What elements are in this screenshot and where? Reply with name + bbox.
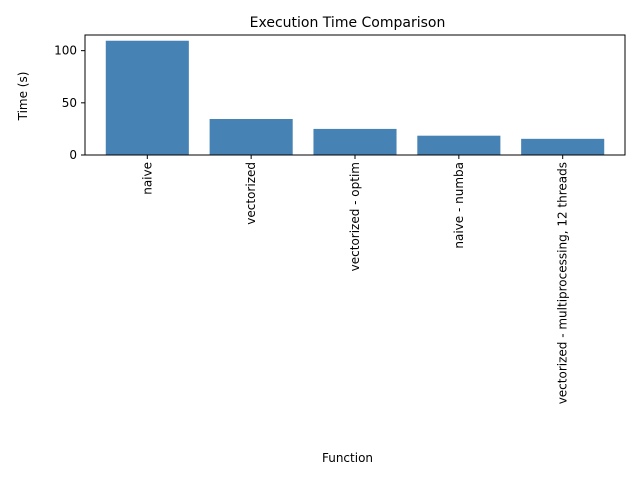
bar-4	[521, 138, 605, 155]
bar-0	[105, 40, 189, 155]
x-axis-ticks: naive vectorized vectorized - optim naive -…	[140, 155, 570, 404]
x-tick-label: vectorized	[244, 162, 258, 225]
y-tick-label: 100	[54, 44, 77, 58]
y-tick-label: 0	[69, 148, 77, 162]
bar-1	[209, 119, 293, 155]
y-tick-label: 50	[62, 96, 77, 110]
y-axis-label: Time (s)	[16, 72, 30, 122]
x-tick-label: naive	[140, 162, 154, 195]
axes-frame	[84, 34, 626, 156]
x-tick-label: naive - numba	[452, 162, 466, 249]
bar-3	[417, 135, 501, 155]
bar-2	[313, 128, 397, 155]
bars-layer	[105, 40, 605, 155]
x-axis-label: Function	[322, 451, 373, 465]
y-axis-ticks: 0 50 100	[54, 44, 85, 162]
x-tick-label: vectorized - optim	[348, 162, 362, 271]
x-tick-label: vectorized - multiprocessing, 12 threads	[556, 162, 570, 404]
chart-title: Execution Time Comparison	[250, 15, 446, 31]
